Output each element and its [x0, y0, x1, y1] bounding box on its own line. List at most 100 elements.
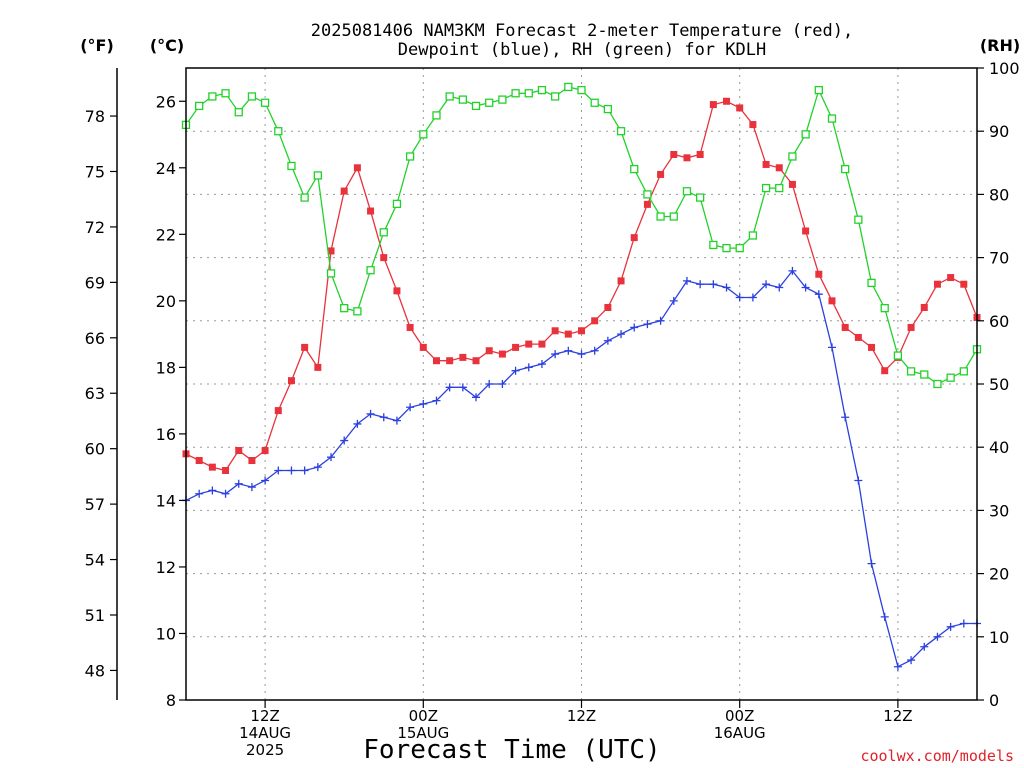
temperature-point [854, 333, 862, 341]
dewpoint-point [287, 466, 296, 475]
fahrenheit-tick-label: 72 [85, 218, 105, 237]
dewpoint-point [735, 293, 744, 302]
dewpoint-point [617, 330, 626, 339]
celsius-tick-label: 12 [156, 558, 176, 577]
rh-tick-label: 100 [989, 59, 1020, 78]
rh-tick-label: 20 [989, 565, 1009, 584]
celsius-tick-label: 22 [156, 225, 176, 244]
temperature-point [287, 377, 295, 385]
x-tick-label: 14AUG [239, 724, 291, 742]
fahrenheit-unit-label: (°F) [80, 36, 114, 55]
celsius-tick-label: 24 [156, 159, 176, 178]
rh-point [946, 373, 955, 382]
dewpoint-point [498, 380, 507, 388]
temperature-point [775, 164, 783, 172]
rh-point [340, 304, 349, 313]
temperature-point [960, 280, 968, 288]
rh-point [814, 85, 823, 95]
rh-point [260, 98, 270, 107]
rh-point [867, 278, 876, 288]
x-tick-label: 2025 [246, 741, 284, 759]
dewpoint-point [419, 399, 428, 408]
temperature-point [512, 343, 520, 351]
fahrenheit-tick-label: 75 [85, 162, 105, 181]
temperature-point [657, 170, 665, 178]
dewpoint-point [234, 479, 243, 488]
temperature-point [709, 101, 717, 109]
temperature-point [736, 104, 744, 112]
dewpoint-point [854, 476, 863, 485]
temperature-point [367, 207, 375, 215]
temperature-point [459, 353, 467, 361]
chart-title-line1: 2025081406 NAM3KM Forecast 2-meter Tempe… [311, 21, 853, 41]
rh-point [458, 95, 468, 104]
temperature-point [551, 327, 559, 335]
dewpoint-point [537, 360, 546, 369]
rh-tick-label: 50 [989, 375, 1009, 394]
dewpoint-point [801, 283, 810, 292]
temperature-point [604, 303, 612, 311]
temperature-point [406, 323, 414, 331]
temperature-point [947, 274, 955, 282]
rh-tick-label: 70 [989, 249, 1009, 268]
rh-point [564, 82, 573, 92]
rh-point [590, 98, 599, 107]
temperature-point [802, 227, 810, 235]
rh-point [247, 92, 257, 101]
temperature-point [327, 247, 335, 255]
temperature-point [472, 357, 480, 365]
dewpoint-point [472, 393, 481, 402]
credit-text[interactable]: coolwx.com/models [860, 747, 1014, 765]
rh-point [419, 130, 428, 139]
temperature-point [933, 280, 941, 288]
rh-tick-label: 80 [989, 185, 1009, 204]
dewpoint-point [353, 419, 362, 428]
temperature-point [868, 343, 876, 351]
rh-point [959, 367, 968, 376]
temperature-point [274, 407, 282, 415]
rh-point [841, 164, 850, 174]
dewpoint-point [669, 296, 678, 305]
celsius-tick-label: 26 [156, 92, 176, 111]
dewpoint-point [590, 346, 599, 355]
temperature-point [446, 357, 454, 365]
dewpoint-point [195, 489, 204, 498]
dewpoint-point [221, 489, 230, 498]
temperature-point [222, 466, 230, 474]
rh-point [696, 193, 705, 202]
dewpoint-point [920, 642, 929, 651]
x-tick-label: 15AUG [397, 724, 449, 742]
rh-tick-label: 0 [989, 691, 999, 710]
dewpoint-point [300, 466, 309, 475]
temperature-point [670, 150, 678, 158]
rh-point [208, 92, 217, 101]
dewpoint-point [722, 283, 731, 292]
dewpoint-point [762, 280, 771, 289]
temperature-point [485, 347, 493, 355]
rh-tick-label: 90 [989, 122, 1009, 141]
temperature-point [208, 463, 216, 471]
temperature-point [578, 327, 585, 335]
temperature-point [762, 160, 770, 168]
x-tick-label: 12Z [883, 707, 912, 725]
temperature-point [235, 447, 243, 455]
rh-point [287, 161, 296, 171]
dewpoint-point [261, 476, 270, 485]
temperature-point [815, 270, 823, 278]
temperature-point [920, 303, 928, 311]
rh-tick-label: 40 [989, 438, 1009, 457]
temperature-point [525, 340, 533, 348]
rh-point [656, 212, 665, 221]
dewpoint-point [841, 413, 850, 422]
temperature-point [340, 187, 348, 195]
chart-title-line2: Dewpoint (blue), RH (green) for KDLH [398, 40, 766, 60]
rh-point [445, 92, 454, 101]
x-axis-title: Forecast Time (UTC) [363, 735, 660, 765]
rh-point [854, 215, 863, 224]
rh-point [709, 240, 718, 250]
dewpoint-point [630, 323, 639, 332]
temperature-point [301, 343, 309, 351]
temperature-point [432, 357, 440, 365]
x-tick-label: 16AUG [714, 724, 766, 742]
